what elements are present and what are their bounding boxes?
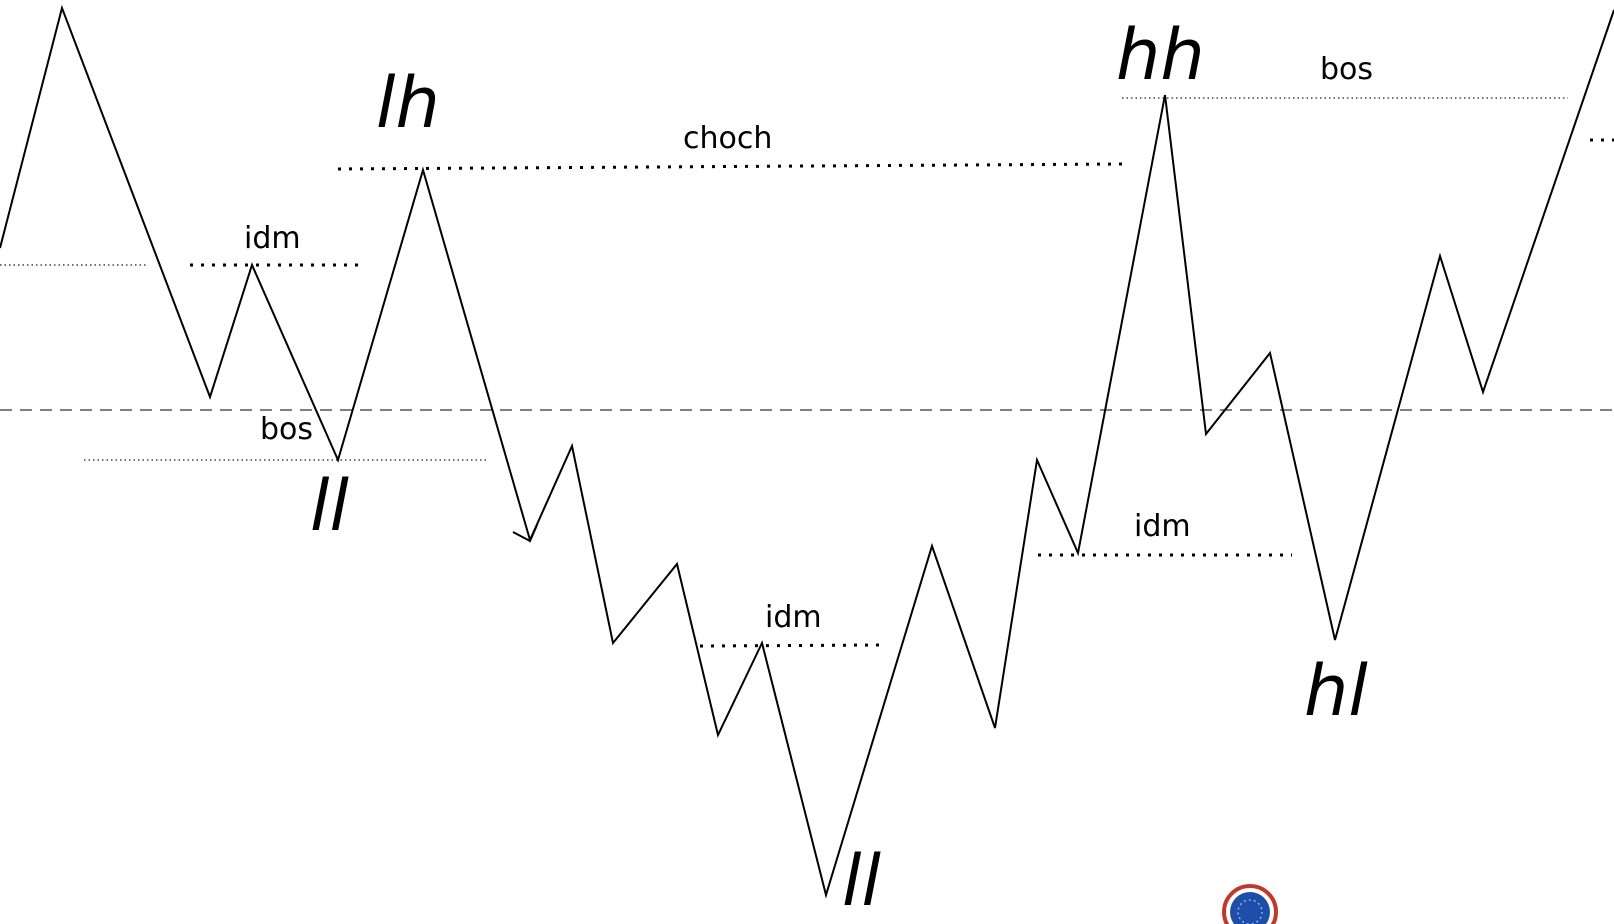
swing-label-hh: hh (1116, 14, 1205, 96)
idm-level-line-2 (699, 643, 885, 648)
level-label-bos-1: bos (260, 412, 313, 447)
level-label-idm-3: idm (1134, 509, 1191, 544)
swing-label-ll-2: ll (842, 840, 881, 922)
level-label-idm-1: idm (244, 221, 301, 256)
arrowhead-mark (512, 524, 538, 543)
swing-label-hl: hl (1304, 650, 1368, 732)
level-label-choch: choch (683, 121, 772, 156)
round-badge-icon (1222, 884, 1278, 924)
swing-label-lh: lh (376, 62, 440, 144)
swing-label-ll-1: ll (310, 465, 349, 547)
choch-level-line (337, 162, 1123, 171)
level-label-bos-2: bos (1320, 52, 1373, 87)
level-label-idm-2: idm (765, 600, 822, 635)
price-path (0, 4, 1614, 899)
